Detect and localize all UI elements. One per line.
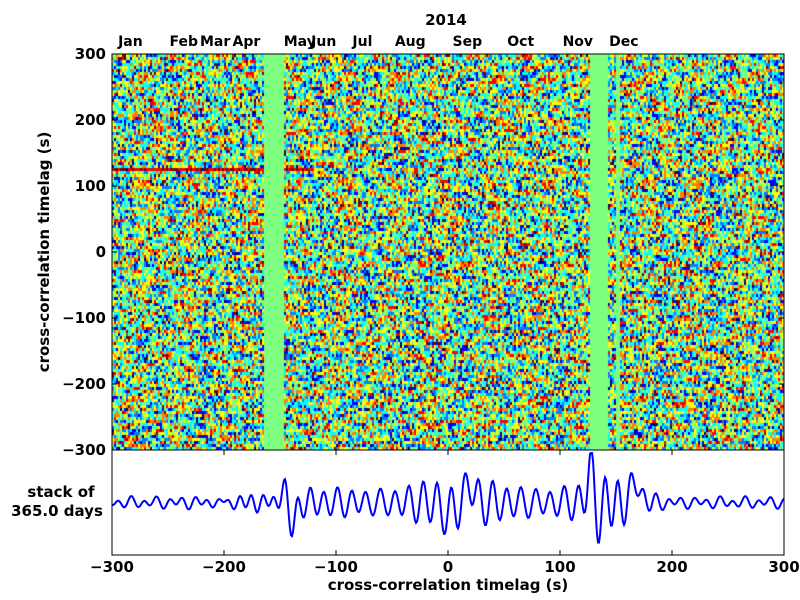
y-tick-label: −100 [62, 309, 106, 327]
month-label: Feb [170, 34, 199, 50]
x-tick-label: −100 [314, 558, 358, 576]
stack-plot [111, 452, 785, 544]
month-label: Aug [395, 34, 426, 50]
stack-ylabel-line-1: stack of [27, 483, 95, 501]
y-tick-label: −300 [62, 441, 106, 459]
x-tick-label: −200 [202, 558, 246, 576]
x-tick-label: 200 [656, 558, 687, 576]
month-label: Dec [609, 34, 638, 50]
x-tick-label: 300 [768, 558, 799, 576]
stack-line [111, 452, 785, 544]
heatmap-y-axis: 300 200 100 0 −100 −200 −300 [62, 45, 784, 459]
y-tick-label: 300 [75, 45, 106, 63]
month-label: Jul [351, 34, 372, 50]
stack-xlabel: cross-correlation timelag (s) [328, 576, 569, 594]
y-tick-label: −200 [62, 375, 106, 393]
heatmap-image [112, 54, 784, 450]
month-label: Sep [453, 34, 483, 50]
y-tick-label: 100 [75, 177, 106, 195]
heatmap-ylabel: cross-correlation timelag (s) [35, 132, 53, 373]
year-label: 2014 [425, 11, 467, 29]
month-label: Nov [563, 34, 593, 50]
heatmap-raster [112, 54, 784, 450]
x-tick-label: 100 [544, 558, 575, 576]
month-label: May [284, 34, 316, 50]
x-tick-label: 0 [443, 558, 453, 576]
month-label: Jun [310, 34, 336, 50]
y-tick-label: 200 [75, 111, 106, 129]
stack-x-axis: −300 −200 −100 0 100 200 300 [90, 450, 800, 576]
stack-ylabel-line-2: 365.0 days [11, 502, 103, 520]
x-tick-label: −300 [90, 558, 134, 576]
month-label: Jan [117, 34, 143, 50]
y-tick-label: 0 [96, 243, 106, 261]
month-label: Mar [200, 34, 230, 50]
month-label: Apr [233, 34, 261, 50]
month-label: Oct [507, 34, 534, 50]
